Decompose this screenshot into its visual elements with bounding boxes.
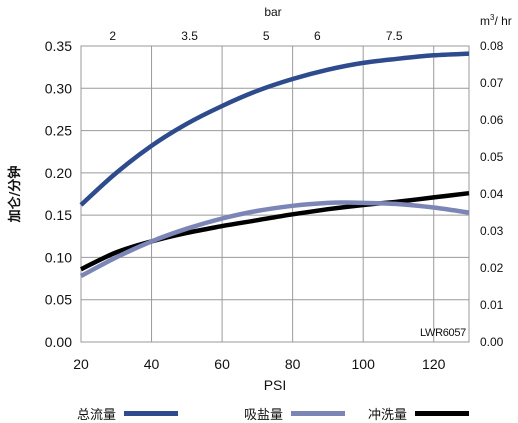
x-tick-label: 60: [214, 356, 230, 372]
top-tick-label: 2: [109, 29, 116, 43]
x-tick-label: 20: [73, 356, 89, 372]
legend-swatch: [124, 411, 179, 416]
y-right-tick-label: 0.08: [480, 39, 504, 53]
legend-item-brine-draw: 吸盐量: [244, 404, 346, 423]
legend-label: 总流量: [77, 408, 117, 423]
ticks-layer: 20 40 60 80 100 120 0.00 0.05 0.10 0.15 0.20 0.25 0.…: [45, 29, 504, 372]
y-right-tick-label: 0.03: [480, 224, 504, 238]
y-left-tick-label: 0.20: [45, 165, 72, 181]
y-left-tick-label: 0.25: [45, 123, 72, 139]
top-tick-label: 6: [314, 29, 321, 43]
y-axis-label-right-sup: 3: [490, 13, 495, 22]
legend-label: 吸盐量: [244, 408, 284, 423]
y-left-tick-label: 0.35: [45, 38, 72, 54]
y-axis-label-right-prefix: m: [480, 14, 490, 28]
legend: 总流量 吸盐量 冲洗量: [0, 404, 518, 423]
top-tick-label: 7.5: [386, 29, 403, 43]
y-left-tick-label: 0.15: [45, 207, 72, 223]
x-axis-label: PSI: [264, 377, 287, 393]
y-right-tick-label: 0.00: [480, 335, 504, 349]
x-tick-label: 100: [352, 356, 376, 372]
chart: 20 40 60 80 100 120 0.00 0.05 0.10 0.15 0.20 0.25 0.…: [7, 5, 512, 393]
top-tick-label: 3.5: [181, 29, 198, 43]
y-axis-label-right-suffix: / hr: [494, 14, 511, 28]
y-left-tick-label: 0.00: [45, 334, 72, 350]
y-right-tick-label: 0.07: [480, 76, 504, 90]
y-right-tick-label: 0.05: [480, 150, 504, 164]
y-axis-label-right: m3/ hr: [480, 13, 512, 28]
legend-swatch: [415, 411, 470, 416]
top-tick-label: 5: [263, 29, 270, 43]
y-right-tick-label: 0.04: [480, 187, 504, 201]
y-axis-label-left: 加仑/分钟: [7, 166, 23, 224]
y-left-tick-label: 0.30: [45, 80, 72, 96]
legend-swatch: [291, 411, 346, 416]
x-tick-label: 80: [285, 356, 301, 372]
legend-label: 冲洗量: [368, 408, 408, 423]
y-right-tick-label: 0.06: [480, 113, 504, 127]
y-left-tick-label: 0.10: [45, 249, 72, 265]
legend-item-total-flow: 总流量: [77, 404, 179, 423]
y-left-tick-label: 0.05: [45, 292, 72, 308]
y-right-tick-label: 0.02: [480, 261, 504, 275]
grid: [81, 46, 469, 342]
top-axis-label: bar: [264, 5, 281, 19]
series-layer: [79, 51, 470, 278]
x-tick-label: 40: [144, 356, 160, 372]
series-line-0: [79, 51, 470, 207]
chart-annotation: LWR6057: [420, 327, 466, 339]
plot-area: [80, 45, 470, 343]
y-right-tick-label: 0.01: [480, 298, 504, 312]
x-tick-label: 120: [422, 356, 446, 372]
legend-item-rinse: 冲洗量: [368, 404, 470, 423]
series-line-1: [79, 200, 470, 278]
